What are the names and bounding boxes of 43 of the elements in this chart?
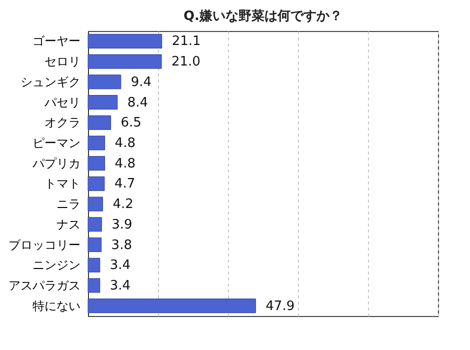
bar xyxy=(88,115,111,130)
y-tick-label: セロリ xyxy=(44,54,80,69)
data-label: 3.9 xyxy=(112,217,132,232)
bar xyxy=(88,34,162,48)
y-tick-label: ニンジン xyxy=(32,258,80,272)
bar xyxy=(88,298,256,314)
y-tick-label: パセリ xyxy=(44,95,80,110)
bar xyxy=(88,176,105,191)
data-label: 21.0 xyxy=(172,54,200,70)
y-tick-label: オクラ xyxy=(44,116,80,130)
data-label: 3.4 xyxy=(110,278,131,294)
bar xyxy=(88,136,106,150)
y-tick-label: ブロッコリー xyxy=(8,238,80,252)
bar xyxy=(88,258,100,272)
y-tick-label: ピーマン xyxy=(32,136,80,150)
data-label: 9.4 xyxy=(130,74,152,90)
data-label: 4.8 xyxy=(114,136,136,151)
bar xyxy=(88,217,102,232)
bar xyxy=(88,156,106,171)
chart-title: Q.嫌いな野菜は何ですか？ xyxy=(184,9,342,24)
data-label: 3.8 xyxy=(111,238,132,253)
y-tick-label: ゴーヤー xyxy=(32,34,80,48)
bar xyxy=(88,54,162,69)
data-label: 21.1 xyxy=(172,34,201,50)
y-tick-label: トマト xyxy=(44,176,80,191)
data-label: 47.9 xyxy=(266,298,295,314)
data-label: 4.8 xyxy=(114,156,136,172)
y-tick-label: 特にない xyxy=(32,298,80,313)
y-tick-label: ナス xyxy=(56,217,80,232)
data-label: 3.4 xyxy=(110,258,131,274)
y-tick-label: シュンギク xyxy=(20,74,80,89)
y-tick-label: パプリカ xyxy=(32,156,80,170)
data-label: 8.4 xyxy=(127,95,148,110)
data-label: 4.2 xyxy=(112,197,134,212)
bar xyxy=(88,238,102,252)
data-label: 6.5 xyxy=(120,116,142,131)
bar xyxy=(88,95,118,110)
bar xyxy=(88,278,100,293)
y-tick-label: ニラ xyxy=(56,197,80,212)
y-tick-label: アスパラガス xyxy=(8,278,80,292)
bar xyxy=(88,196,103,212)
bar xyxy=(88,74,122,90)
data-label: 4.7 xyxy=(114,176,136,192)
